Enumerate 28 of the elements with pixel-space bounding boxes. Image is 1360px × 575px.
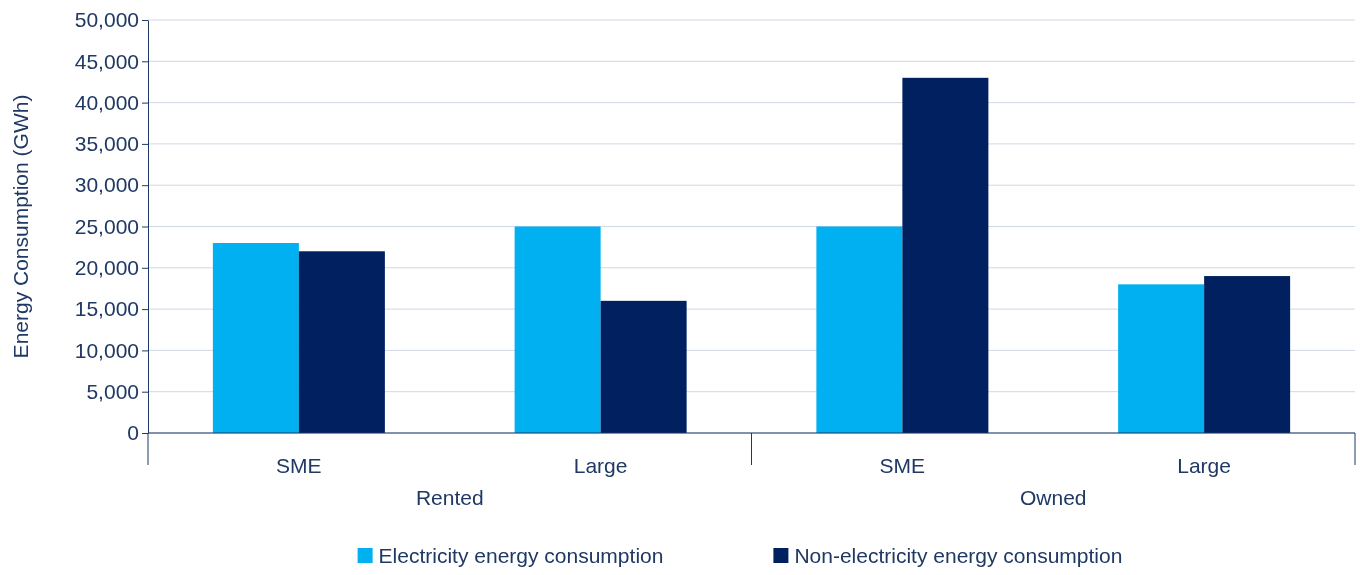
- y-tick-label: 40,000: [74, 90, 139, 114]
- y-tick-label: 30,000: [74, 173, 139, 197]
- text: Rented: [415, 486, 484, 509]
- y-tick-label: 15,000: [74, 297, 139, 321]
- y-tick-label: 10,000: [74, 338, 139, 362]
- bar: [1204, 276, 1291, 433]
- bar: [1118, 284, 1205, 433]
- bar: [514, 226, 601, 433]
- x-tick-label: SME: [276, 454, 322, 477]
- legend-label: Electricity energy consumption: [378, 544, 664, 568]
- bar: [600, 300, 687, 433]
- bar: [816, 226, 903, 433]
- y-tick-label: 25,000: [74, 214, 139, 238]
- bar: [902, 77, 989, 433]
- y-tick-label: 45,000: [74, 49, 139, 73]
- x-tick-label: Large: [573, 454, 628, 477]
- y-tick-label: 0: [127, 421, 139, 445]
- text: Owned: [1019, 486, 1087, 509]
- y-tick-label: 35,000: [74, 132, 139, 156]
- y-axis-title: Energy Consumption (GWh): [9, 94, 32, 359]
- x-tick-label: Large: [1177, 454, 1231, 477]
- y-tick-label: 5,000: [86, 379, 139, 403]
- bar: [298, 251, 385, 433]
- y-tick-label: 50,000: [74, 8, 139, 32]
- legend-label: Non-electricity energy consumption: [794, 544, 1123, 568]
- x-tick-label: SME: [879, 454, 926, 477]
- y-tick-label: 20,000: [74, 256, 139, 280]
- bar: [212, 243, 299, 433]
